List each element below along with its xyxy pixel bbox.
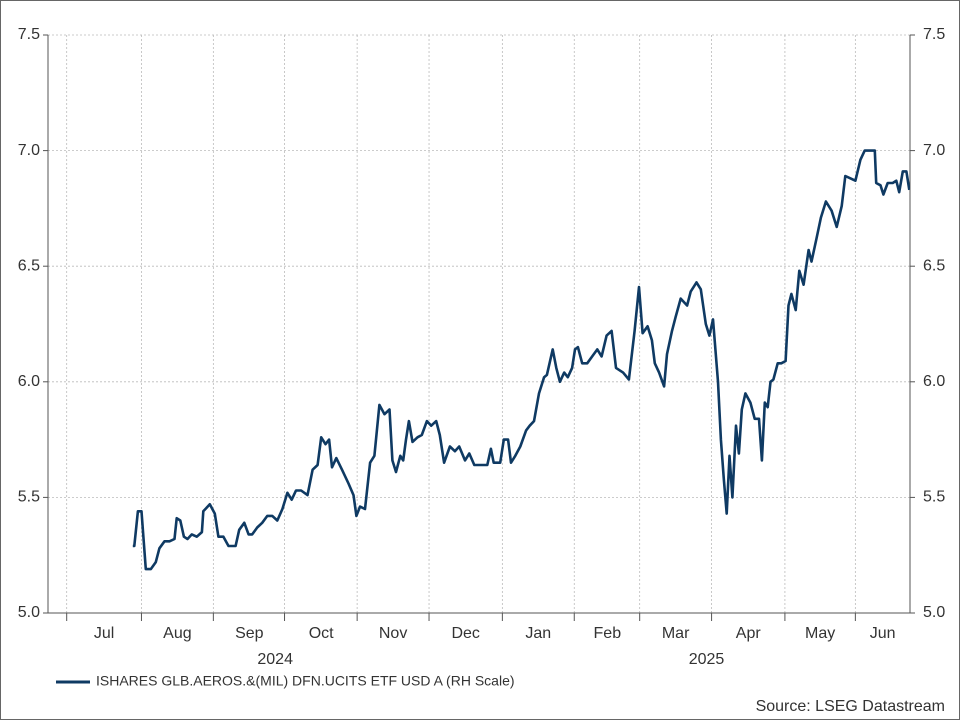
- x-tick-label: Sep: [235, 625, 264, 642]
- y-tick-label: 5.5: [18, 489, 40, 506]
- x-tick-label: Nov: [379, 625, 407, 642]
- y2-tick-label: 5.5: [923, 489, 945, 506]
- y2-tick-label: 6.0: [923, 373, 945, 390]
- y2-tick-label: 5.0: [923, 604, 945, 621]
- x-year-label: 2025: [689, 651, 725, 668]
- x-tick-label: Oct: [309, 625, 334, 642]
- x-tick-label: Mar: [662, 625, 690, 642]
- y2-tick-label: 6.5: [923, 257, 945, 274]
- x-tick-label: Feb: [594, 625, 622, 642]
- series-line: [132, 149, 910, 571]
- x-tick-label: Aug: [163, 625, 191, 642]
- x-year-label: 2024: [257, 651, 293, 668]
- y-tick-label: 6.5: [18, 257, 40, 274]
- legend-label: ISHARES GLB.AEROS.&(MIL) DFN.UCITS ETF U…: [96, 673, 515, 689]
- y-tick-label: 7.0: [18, 142, 40, 159]
- y-tick-label: 5.0: [18, 604, 40, 621]
- y2-tick-label: 7.5: [923, 26, 945, 43]
- x-tick-label: Jan: [525, 625, 551, 642]
- source: Source: LSEG Datastream: [756, 698, 945, 715]
- x-tick-label: Apr: [736, 625, 762, 642]
- x-tick-label: Dec: [451, 625, 479, 642]
- y-tick-label: 7.5: [18, 26, 40, 43]
- x-tick-label: Jul: [94, 625, 114, 642]
- x-tick-label: Jun: [870, 625, 896, 642]
- y-tick-label: 6.0: [18, 373, 40, 390]
- x-tick-label: May: [805, 625, 835, 642]
- y2-tick-label: 7.0: [923, 142, 945, 159]
